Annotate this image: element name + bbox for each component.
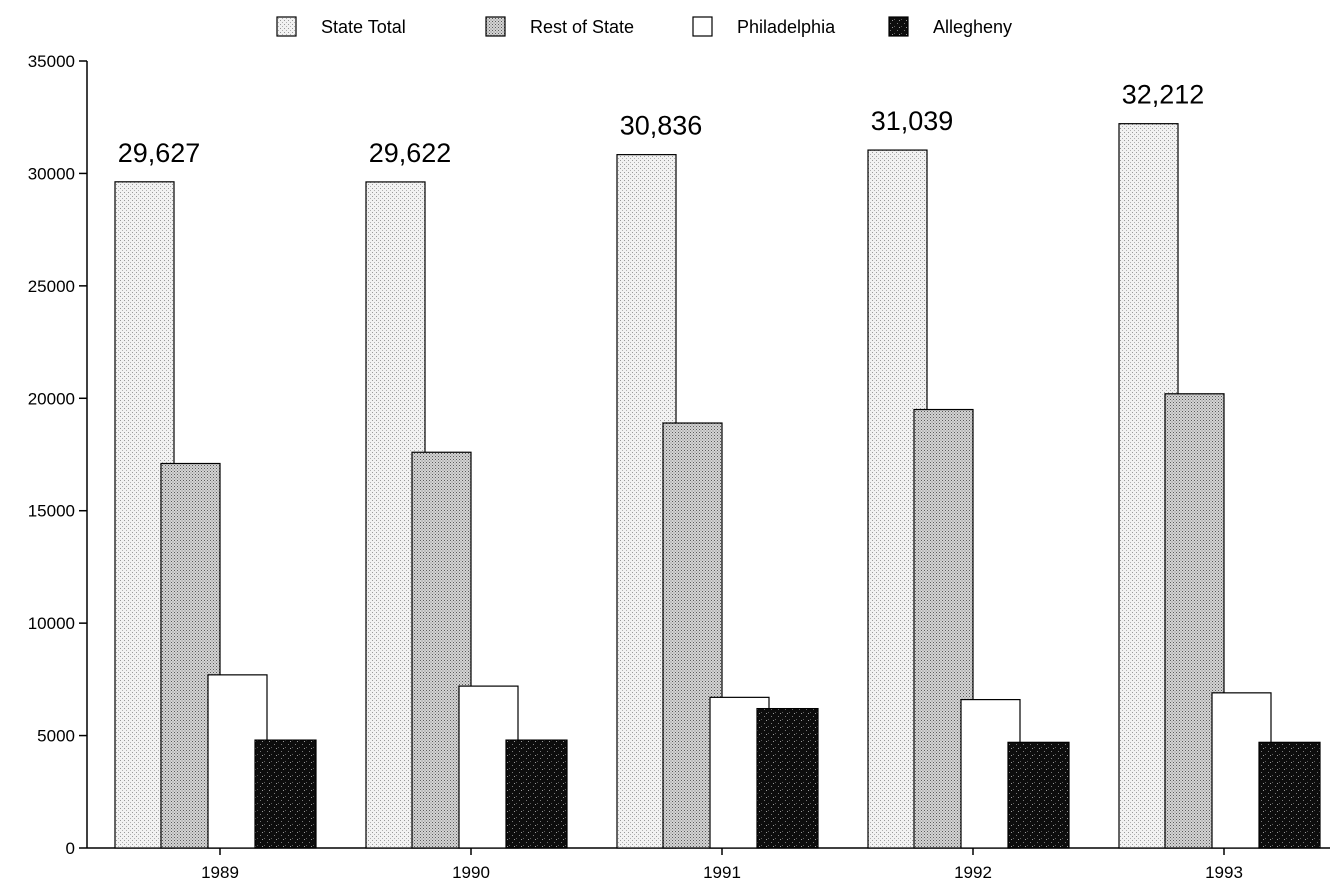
y-tick-label: 5000: [37, 727, 75, 746]
x-tick-label: 1991: [703, 863, 741, 882]
legend-label-state-total: State Total: [321, 17, 406, 37]
bars: [114, 123, 1321, 849]
bar-allegheny-1989: [254, 739, 317, 849]
legend-swatch-rest-of-state: [485, 16, 506, 37]
bar-allegheny-1992: [1007, 741, 1070, 849]
y-tick-label: 25000: [28, 277, 75, 296]
y-tick-label: 15000: [28, 502, 75, 521]
data-label-1991: 30,836: [620, 111, 703, 141]
data-label-1989: 29,627: [118, 138, 201, 168]
legend-label-rest-of-state: Rest of State: [530, 17, 634, 37]
x-tick-label: 1992: [954, 863, 992, 882]
data-label-1992: 31,039: [871, 106, 954, 136]
y-tick-label: 0: [66, 839, 75, 858]
axes: 0 5000 10000 15000 20000 25000 30000 35000 1989 1…: [28, 52, 1330, 882]
bar-allegheny-1993: [1258, 741, 1321, 849]
legend-label-philadelphia: Philadelphia: [737, 17, 836, 37]
data-labels: 29,627 29,622 30,836 31,039 32,212: [118, 80, 1205, 168]
y-tick-label: 10000: [28, 614, 75, 633]
y-tick-label: 35000: [28, 52, 75, 71]
x-tick-label: 1990: [452, 863, 490, 882]
x-tick-label: 1989: [201, 863, 239, 882]
data-label-1993: 32,212: [1122, 80, 1205, 110]
legend-swatch-state-total: [276, 16, 297, 37]
legend-swatch-allegheny: [888, 16, 909, 37]
legend-label-allegheny: Allegheny: [933, 17, 1012, 37]
y-tick-label: 30000: [28, 164, 75, 183]
legend: State Total Rest of State Philadelphia Alle…: [276, 16, 1012, 37]
bar-allegheny-1990: [505, 739, 568, 849]
y-tick-label: 20000: [28, 389, 75, 408]
bar-allegheny-1991: [756, 707, 819, 849]
legend-swatch-philadelphia: [692, 16, 713, 37]
data-label-1990: 29,622: [369, 138, 452, 168]
x-tick-label: 1993: [1205, 863, 1243, 882]
